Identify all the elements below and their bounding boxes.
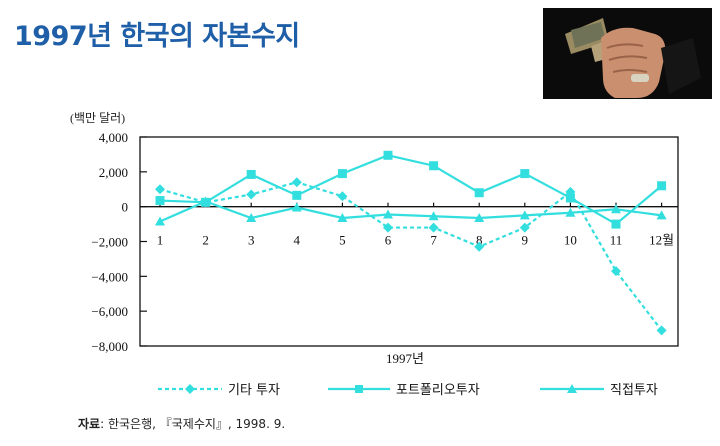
data-point-diamond	[428, 222, 439, 233]
data-point-triangle	[428, 211, 439, 221]
y-tick-label: 4,000	[99, 130, 128, 145]
x-tick-label: 11	[610, 233, 623, 248]
x-tick-label: 6	[385, 233, 392, 248]
data-point-square	[337, 169, 347, 179]
series-line-diamond	[159, 181, 663, 331]
legend-label-portfolio-investment: 포트폴리오투자	[396, 383, 480, 398]
slide-title: 1997년 한국의 자본수지	[14, 21, 300, 52]
x-axis-title: 1997년	[386, 351, 424, 366]
data-point-triangle	[611, 204, 621, 214]
data-point-triangle	[383, 209, 393, 219]
legend-diamond-marker	[185, 384, 195, 394]
data-point-triangle	[155, 216, 165, 226]
legend-item-direct-investment: 직접투자	[540, 383, 658, 398]
data-point-diamond	[291, 177, 302, 188]
source-note: 자료: 한국은행, 『국제수지』, 1998. 9.	[78, 415, 285, 432]
data-point-square	[246, 169, 256, 179]
y-tick-label: −2,000	[91, 235, 128, 250]
data-point-diamond	[337, 191, 348, 202]
data-point-diamond	[519, 222, 530, 233]
legend-triangle-marker	[567, 384, 577, 393]
legend: 기타 투자 포트폴리오투자 직접투자	[158, 383, 658, 398]
data-point-square	[155, 196, 165, 206]
plot-area	[139, 136, 679, 347]
data-point-square	[520, 169, 530, 179]
source-label: 자료	[78, 417, 101, 431]
x-tick-label: 8	[476, 233, 483, 248]
data-point-triangle	[565, 207, 576, 217]
source-text: : 한국은행, 『국제수지』, 1998. 9.	[100, 417, 286, 431]
series-line-square	[159, 154, 663, 226]
data-point-square	[292, 190, 302, 200]
y-unit-label: (백만 달러)	[70, 111, 125, 125]
data-point-diamond	[656, 325, 667, 336]
x-tick-label: 4	[294, 233, 301, 248]
data-point-diamond	[155, 184, 165, 195]
legend-item-other-investment: 기타 투자	[158, 383, 280, 398]
data-point-triangle	[337, 212, 348, 222]
x-tick-label: 9	[522, 233, 529, 248]
y-tick-label: 2,000	[99, 165, 128, 180]
data-point-square	[657, 181, 667, 191]
y-tick-label: −4,000	[91, 269, 128, 284]
legend-item-portfolio-investment: 포트폴리오투자	[328, 383, 480, 398]
data-point-triangle	[291, 202, 302, 212]
x-tick-label: 3	[248, 233, 255, 248]
data-point-triangle	[519, 210, 530, 220]
x-tick-label: 7	[430, 233, 437, 248]
x-tick-label: 5	[339, 233, 346, 248]
fist-holding-money-photo	[543, 8, 712, 99]
data-point-square	[565, 193, 575, 203]
data-point-diamond	[611, 266, 621, 277]
data-point-diamond	[383, 222, 393, 233]
data-point-diamond	[474, 241, 485, 252]
x-tick-label: 12월	[649, 233, 674, 248]
series-line-triangle	[159, 200, 662, 223]
data-point-triangle	[474, 212, 485, 222]
x-tick-label: 1	[157, 233, 164, 248]
data-point-triangle	[656, 210, 667, 220]
data-point-triangle	[246, 212, 257, 222]
y-tick-label: −8,000	[91, 339, 128, 354]
data-point-square	[611, 219, 621, 229]
data-point-triangle	[200, 196, 211, 206]
data-point-square	[474, 188, 484, 198]
x-tick-label: 10	[564, 233, 577, 248]
data-point-diamond	[246, 189, 257, 200]
legend-square-marker	[355, 385, 363, 393]
x-tick-label: 2	[202, 233, 209, 248]
data-point-square	[383, 150, 393, 160]
legend-label-other-investment: 기타 투자	[228, 383, 280, 398]
y-tick-label: 0	[122, 200, 129, 215]
data-point-square	[429, 161, 439, 171]
legend-label-direct-investment: 직접투자	[610, 383, 658, 398]
y-tick-label: −6,000	[91, 304, 128, 319]
